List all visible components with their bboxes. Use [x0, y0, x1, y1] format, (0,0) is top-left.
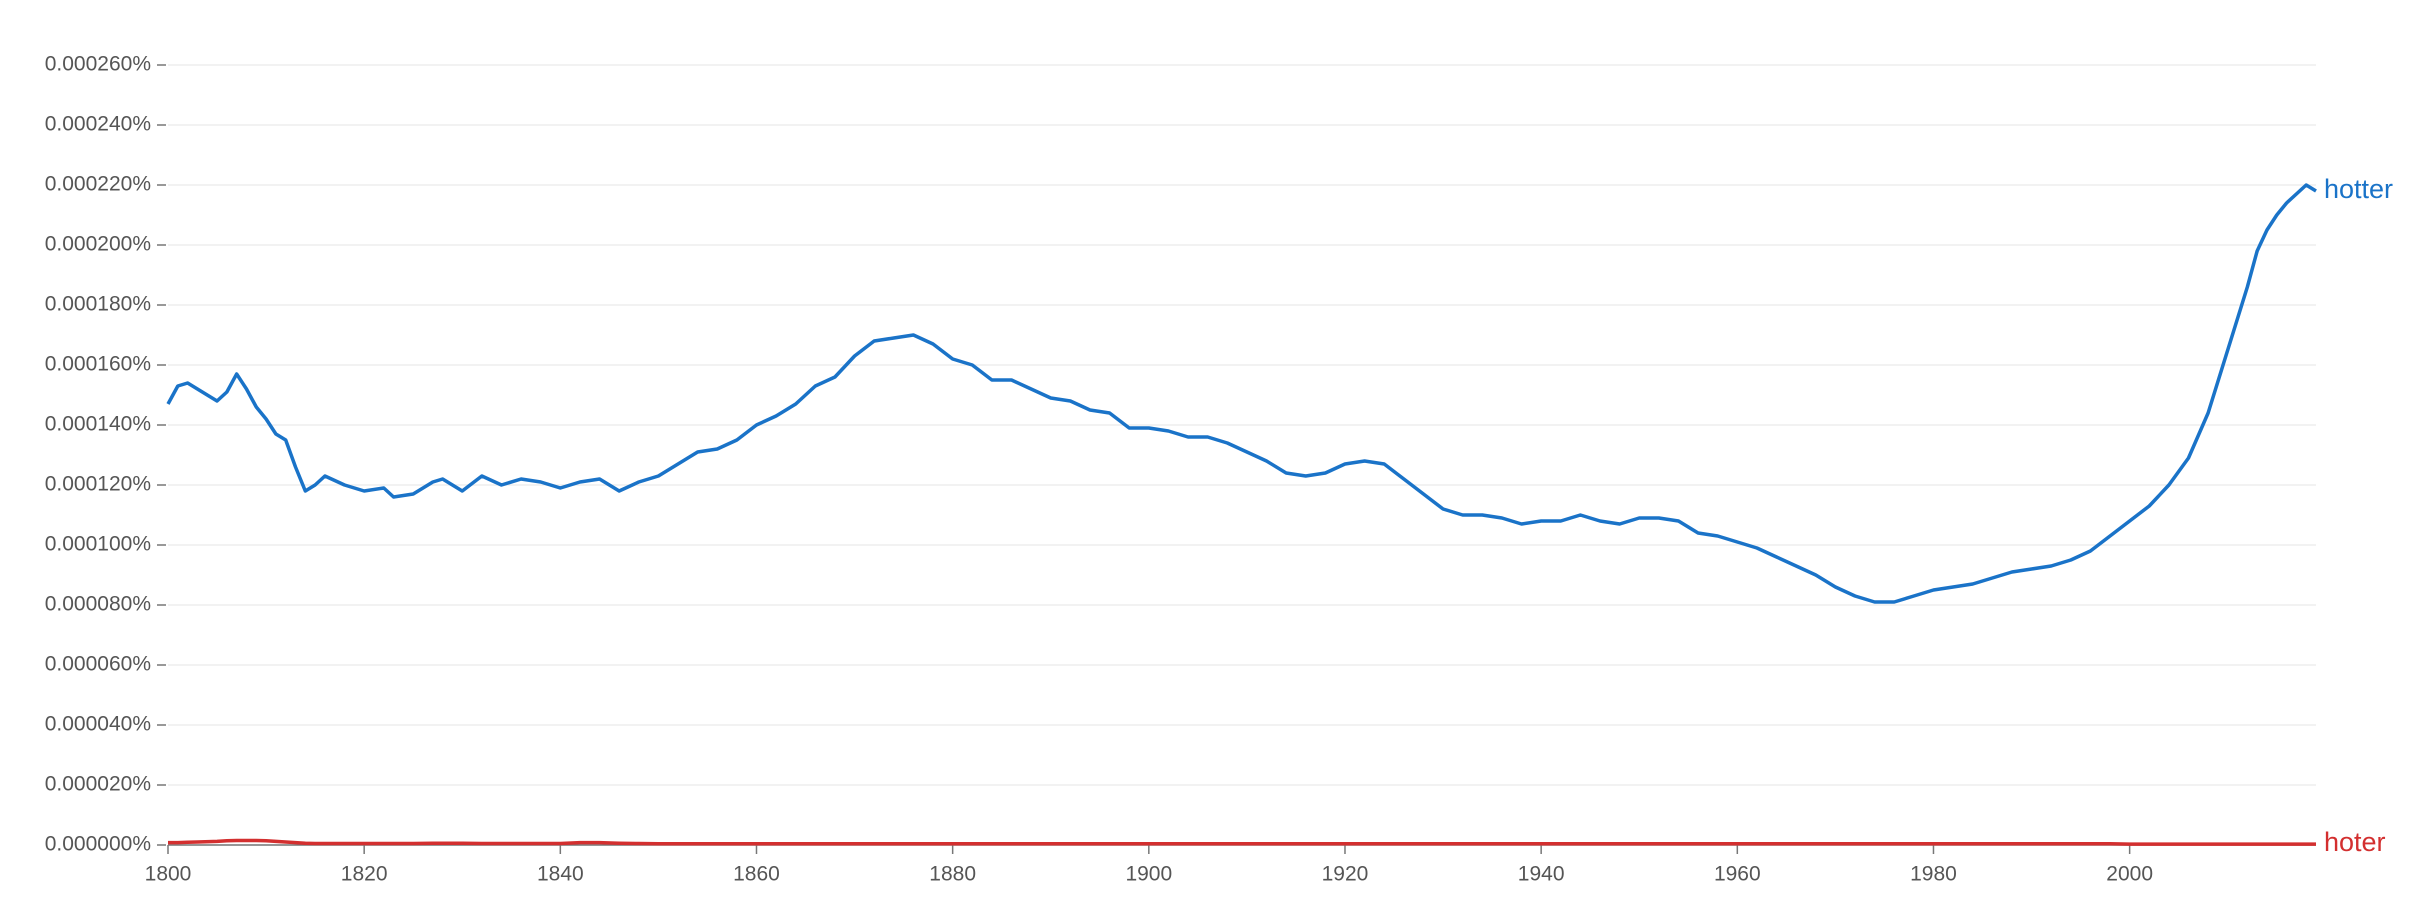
- x-tick-label: 1940: [1518, 863, 1565, 886]
- x-tick-label: 1820: [341, 863, 388, 886]
- y-tick-label: 0.000000%: [45, 833, 151, 856]
- y-tick-label: 0.000020%: [45, 773, 151, 796]
- series-label: hoter: [2324, 827, 2386, 857]
- y-tick-label: 0.000160%: [45, 353, 151, 376]
- y-tick-label: 0.000180%: [45, 293, 151, 316]
- x-tick-label: 1960: [1714, 863, 1761, 886]
- y-tick-label: 0.000100%: [45, 533, 151, 556]
- x-tick-label: 1900: [1125, 863, 1172, 886]
- series-label: hotter: [2324, 174, 2393, 204]
- x-tick-label: 1880: [929, 863, 976, 886]
- y-tick-label: 0.000140%: [45, 413, 151, 436]
- series-line: [166, 183, 2317, 604]
- x-tick-label: 2000: [2106, 863, 2153, 886]
- y-tick-label: 0.000200%: [45, 233, 151, 256]
- y-tick-label: 0.000040%: [45, 713, 151, 736]
- y-tick-label: 0.000060%: [45, 653, 151, 676]
- x-tick-label: 1980: [1910, 863, 1957, 886]
- x-tick-label: 1800: [145, 863, 192, 886]
- x-tick-label: 1860: [733, 863, 780, 886]
- x-tick-label: 1920: [1322, 863, 1369, 886]
- y-tick-label: 0.000240%: [45, 113, 151, 136]
- series-line: [168, 838, 2316, 846]
- y-tick-label: 0.000080%: [45, 593, 151, 616]
- y-tick-label: 0.000120%: [45, 473, 151, 496]
- y-tick-label: 0.000260%: [45, 53, 151, 76]
- y-tick-label: 0.000220%: [45, 173, 151, 196]
- x-tick-label: 1840: [537, 863, 584, 886]
